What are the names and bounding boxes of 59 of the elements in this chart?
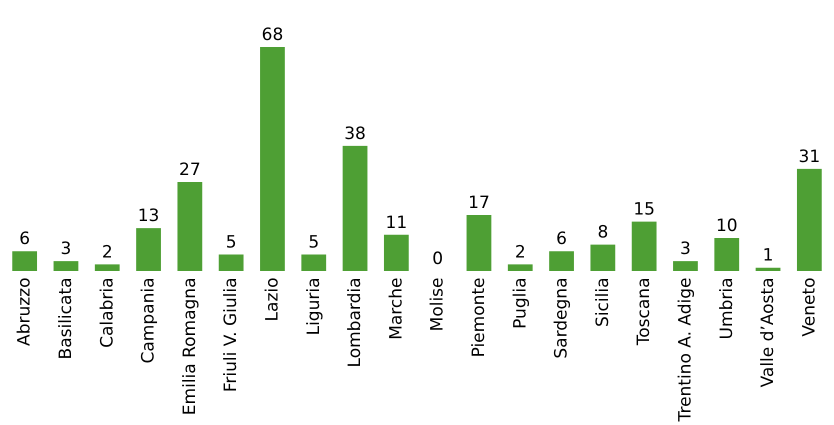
data-label: 3 [60,239,72,260]
data-label: 5 [226,232,237,253]
data-label: 38 [344,124,366,144]
x-tick-label: Veneto [799,278,820,337]
x-tick-label: Piemonte [468,278,489,358]
data-label: 10 [716,216,738,236]
x-tick-label: Liguria [304,278,324,336]
data-label: 6 [19,229,30,250]
data-label: 8 [597,222,608,243]
data-label: 3 [680,239,691,260]
x-tick-label: Emilia Romagna [180,278,200,416]
data-label: 6 [556,229,567,250]
bar [260,47,285,271]
data-label: 1 [762,246,774,266]
bar [177,182,202,271]
bar [384,234,409,271]
bar [54,261,78,271]
x-tick-label: Lazio [262,278,282,322]
data-label: 68 [262,25,284,45]
data-label: 0 [432,249,444,269]
x-tick-label: Molise [428,278,448,332]
x-tick-label: Abruzzo [14,278,35,346]
bar [136,228,161,271]
bar [590,244,616,271]
x-tick-label: Sicilia [592,278,613,327]
x-tick-label: Puglia [510,278,530,329]
x-tick-label: Campania [138,278,159,364]
bar [94,264,120,271]
x-tick-label: Sardegna [552,278,572,359]
bar [466,215,492,271]
data-label: 2 [102,242,113,262]
x-tick-label: Toscana [634,278,654,346]
data-label: 5 [308,232,320,253]
bar [673,261,698,271]
x-tick-label: Marche [386,278,406,340]
data-label: 11 [386,212,408,233]
x-tick-label: Umbria [716,278,737,340]
data-label: 15 [633,200,655,220]
bar [508,264,533,271]
bar [342,146,368,271]
data-label: 27 [179,160,201,180]
bar [301,254,326,271]
x-tick-label: Friuli V. Giulia [221,278,242,392]
bar [218,254,244,271]
bar [714,238,740,271]
bar [632,222,657,271]
bar [756,268,780,271]
data-label: 2 [514,242,526,262]
bar [12,251,38,271]
x-tick-label: Trentino A. Adige [675,278,696,422]
bar [796,168,822,271]
data-label: 17 [468,193,490,213]
x-tick-label: Lombardia [345,278,366,368]
x-tick-label: Calabria [97,278,118,348]
data-label: 13 [138,206,160,226]
x-tick-label: Basilicata [56,278,76,360]
x-tick-label: Valle d’Aosta [758,278,778,388]
data-label: 31 [798,146,820,167]
bar [549,251,574,271]
